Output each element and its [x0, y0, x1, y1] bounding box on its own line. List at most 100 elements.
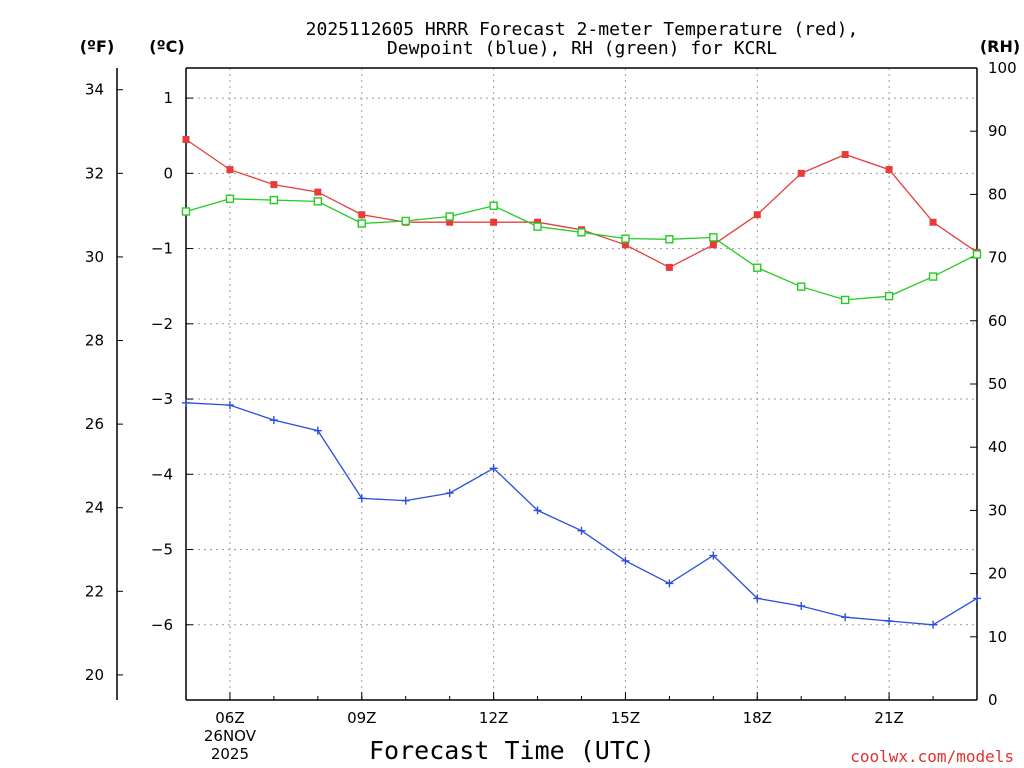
data-point: [621, 241, 629, 249]
x-tick-date-label: 26NOV: [204, 727, 257, 745]
rh-tick-label: 30: [988, 501, 1007, 519]
celsius-tick-label: 0: [163, 164, 173, 182]
data-point: [533, 222, 542, 231]
celsius-tick-label: −6: [151, 616, 173, 634]
data-point: [709, 551, 718, 560]
x-axis-label: Forecast Time (UTC): [369, 736, 655, 765]
data-point: [973, 594, 981, 603]
data-point: [797, 169, 805, 177]
series-2-meter-temperature: [182, 135, 981, 271]
celsius-tick-label: −4: [151, 465, 173, 483]
rh-tick-label: 40: [988, 438, 1007, 456]
data-point: [401, 496, 410, 505]
data-point: [489, 464, 498, 473]
data-point: [709, 241, 717, 249]
data-point: [357, 219, 366, 228]
chart-title: 2025112605 HRRR Forecast 2-meter Tempera…: [306, 19, 859, 40]
tick-labels: 10−1−2−3−4−5−634323028262422200102030405…: [85, 59, 1017, 763]
celsius-tick-label: −1: [151, 240, 173, 258]
data-point: [753, 594, 762, 603]
fahrenheit-tick-label: 24: [85, 499, 104, 517]
rh-tick-label: 20: [988, 565, 1007, 583]
data-point: [621, 234, 630, 243]
fahrenheit-tick-label: 22: [85, 582, 104, 600]
grid-lines: [186, 68, 977, 700]
data-point: [489, 201, 498, 210]
data-point: [841, 613, 850, 622]
data-point: [753, 263, 762, 272]
x-tick-label: 09Z: [347, 709, 376, 727]
data-point: [358, 211, 366, 219]
data-point: [577, 228, 586, 237]
data-point: [797, 282, 806, 291]
data-point: [313, 426, 322, 435]
celsius-tick-label: −5: [151, 541, 173, 559]
data-point: [225, 194, 235, 204]
x-tick-label: 15Z: [611, 709, 640, 727]
data-point: [884, 291, 894, 301]
data-point: [928, 272, 938, 281]
x-tick-label: 21Z: [874, 709, 903, 727]
data-point: [269, 195, 279, 205]
fahrenheit-tick-label: 34: [85, 81, 104, 99]
data-point: [885, 166, 893, 174]
data-point: [577, 526, 586, 535]
rh-tick-label: 80: [988, 185, 1007, 203]
data-point: [226, 166, 234, 174]
data-point: [314, 188, 322, 196]
data-point: [929, 620, 938, 629]
rh-tick-label: 10: [988, 628, 1007, 646]
fahrenheit-tick-label: 20: [85, 666, 104, 684]
rh-tick-label: 0: [988, 691, 998, 709]
data-point: [929, 218, 937, 226]
x-tick-date-label: 2025: [211, 745, 249, 763]
x-tick-label: 18Z: [743, 709, 772, 727]
data-point: [225, 401, 234, 410]
credit-link[interactable]: coolwx.com/models: [850, 747, 1014, 766]
data-point: [182, 135, 190, 143]
rh-tick-label: 70: [988, 249, 1007, 267]
celsius-unit-label: (ºC): [149, 37, 184, 56]
rh-tick-label: 60: [988, 312, 1007, 330]
series-rh: [181, 194, 982, 305]
celsius-tick-label: 1: [163, 89, 173, 107]
data-point: [270, 181, 278, 189]
data-point: [269, 416, 278, 425]
rh-unit-label: (RH): [980, 37, 1020, 56]
data-point: [533, 506, 542, 515]
rh-tick-label: 100: [988, 59, 1017, 77]
data-point: [534, 218, 542, 226]
fahrenheit-unit-label: (ºF): [80, 37, 115, 56]
celsius-tick-label: −2: [151, 315, 173, 333]
series-dewpoint: [182, 398, 981, 629]
series-line: [185, 402, 978, 626]
data-point: [401, 216, 410, 226]
data-point: [709, 233, 718, 242]
data-point: [446, 218, 454, 226]
x-tick-label: 06Z: [215, 709, 244, 727]
chart-subtitle: Dewpoint (blue), RH (green) for KCRL: [387, 38, 777, 59]
data-point: [753, 211, 761, 219]
x-tick-label: 12Z: [479, 709, 508, 727]
data-point: [182, 398, 190, 407]
data-point: [972, 250, 982, 259]
data-point: [665, 579, 674, 588]
data-point: [490, 218, 498, 226]
celsius-tick-label: −3: [151, 390, 173, 408]
data-point: [181, 207, 191, 216]
series-line: [185, 198, 978, 301]
chart-axes: [116, 67, 978, 701]
rh-tick-label: 50: [988, 375, 1007, 393]
data-point: [621, 556, 630, 565]
fahrenheit-tick-label: 32: [85, 164, 104, 182]
data-point: [445, 489, 454, 498]
fahrenheit-tick-label: 28: [85, 332, 104, 350]
data-point: [313, 197, 323, 206]
data-point: [665, 263, 673, 271]
data-point: [797, 601, 806, 610]
data-point: [841, 151, 849, 159]
fahrenheit-tick-label: 26: [85, 415, 104, 433]
data-point: [665, 235, 674, 244]
rh-tick-label: 90: [988, 122, 1007, 140]
